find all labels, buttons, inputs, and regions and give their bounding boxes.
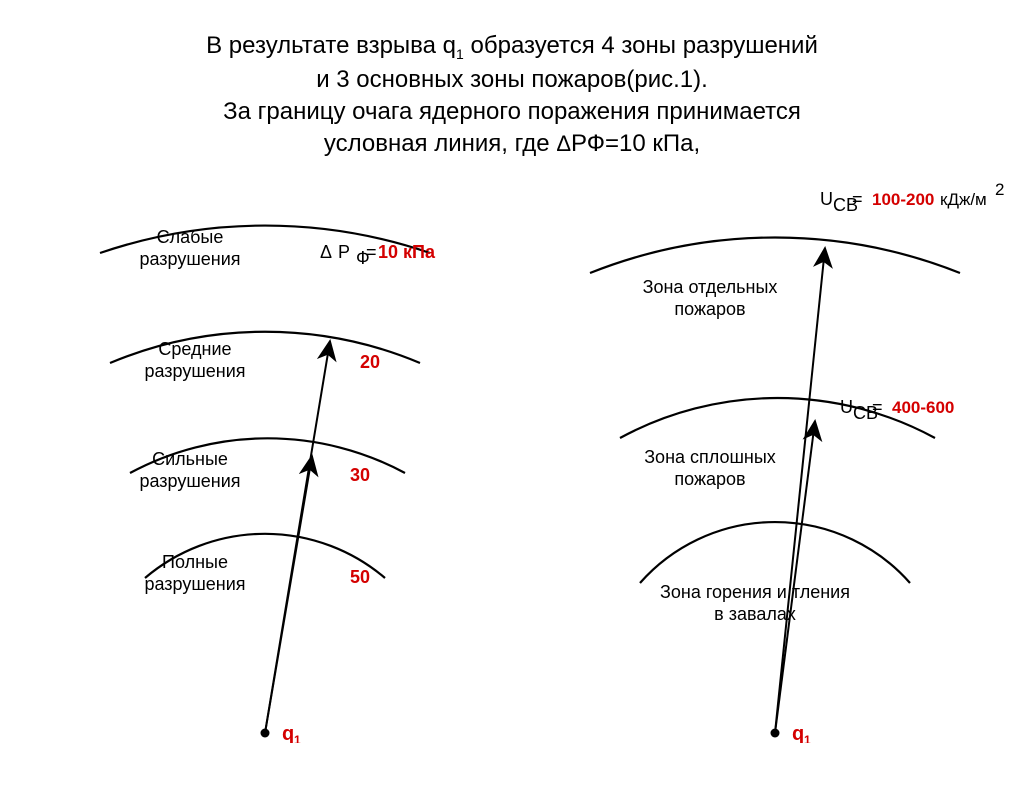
left-val-1-eq: = (366, 242, 377, 262)
left-zone-2-l1: Средние (158, 339, 231, 359)
left-arrow-2 (265, 456, 312, 733)
title-line1b: образуется 4 зоны разрушений (464, 32, 818, 59)
left-zone-4-l2: разрушения (144, 574, 245, 594)
right-zone-1-l2: пожаров (674, 299, 745, 319)
right-arc-1 (590, 237, 960, 272)
slide-title: В результате взрыва q1 образуется 4 зоны… (62, 30, 962, 161)
left-zone-1-l2: разрушения (139, 249, 240, 269)
title-line3: За границу очага ядерного поражения прин… (223, 98, 801, 125)
title-line2: и 3 основных зоны пожаров(рис.1). (316, 66, 708, 93)
right-mid-eq: = (872, 397, 883, 417)
right-top-unit: кДж/м (940, 190, 987, 209)
title-line4b: РФ=10 кПа, (571, 130, 700, 157)
left-origin-dot (261, 728, 270, 737)
left-zone-4-l1: Полные (162, 552, 228, 572)
right-arc-3 (640, 522, 910, 583)
title-delta: Δ (556, 131, 571, 156)
left-zone-1-l1: Слабые (157, 227, 224, 247)
right-zone-1-l1: Зона отдельных (643, 277, 778, 297)
left-origin-q-sub: 1 (294, 733, 301, 743)
left-zone-3-l1: Сильные (152, 449, 228, 469)
left-val-3: 30 (350, 465, 370, 485)
title-q: q (443, 32, 456, 59)
right-zone-3-l1: Зона горения и тления (660, 582, 850, 602)
right-arrows (775, 248, 825, 733)
right-top-eq: = (852, 189, 863, 209)
title-q-sub: 1 (456, 46, 464, 62)
diagrams-container: q 1 Слабые разрушения Средние разрушения… (0, 173, 1024, 733)
right-zone-3-l2: в завалах (714, 604, 796, 624)
left-zone-3-l2: разрушения (139, 471, 240, 491)
right-arrow-1 (775, 248, 825, 733)
left-zone-2-l2: разрушения (144, 361, 245, 381)
right-top-val: 100-200 (872, 190, 934, 209)
right-arrow-2 (775, 421, 815, 733)
right-zone-2-l1: Зона сплошных (644, 447, 776, 467)
right-origin-q-sub: 1 (804, 733, 811, 743)
left-val-1: 10 кПа (378, 242, 436, 262)
right-mid-u: U (840, 397, 853, 417)
left-origin-q: q (282, 723, 294, 743)
title-line1a: В результате взрыва (206, 32, 443, 59)
right-top-sup: 2 (995, 180, 1004, 199)
right-top-u: U (820, 189, 833, 209)
right-zone-2-l2: пожаров (674, 469, 745, 489)
right-arc-2 (620, 398, 935, 438)
left-val-1-p: P (338, 242, 350, 262)
left-val-2: 20 (360, 352, 380, 372)
left-val-4: 50 (350, 567, 370, 587)
title-line4a: условная линия, где (324, 130, 556, 157)
fire-zones-diagram: U СВ = 100-200 кДж/м 2 q 1 Зона отдельны… (520, 173, 1010, 743)
destruction-zones-diagram: q 1 Слабые разрушения Средние разрушения… (30, 173, 500, 743)
right-origin-dot (771, 728, 780, 737)
left-arrows (265, 341, 330, 733)
right-mid-val: 400-600 (892, 398, 954, 417)
left-arcs (100, 225, 430, 577)
right-origin-q: q (792, 723, 804, 743)
left-val-1-delta: Δ (320, 242, 332, 262)
